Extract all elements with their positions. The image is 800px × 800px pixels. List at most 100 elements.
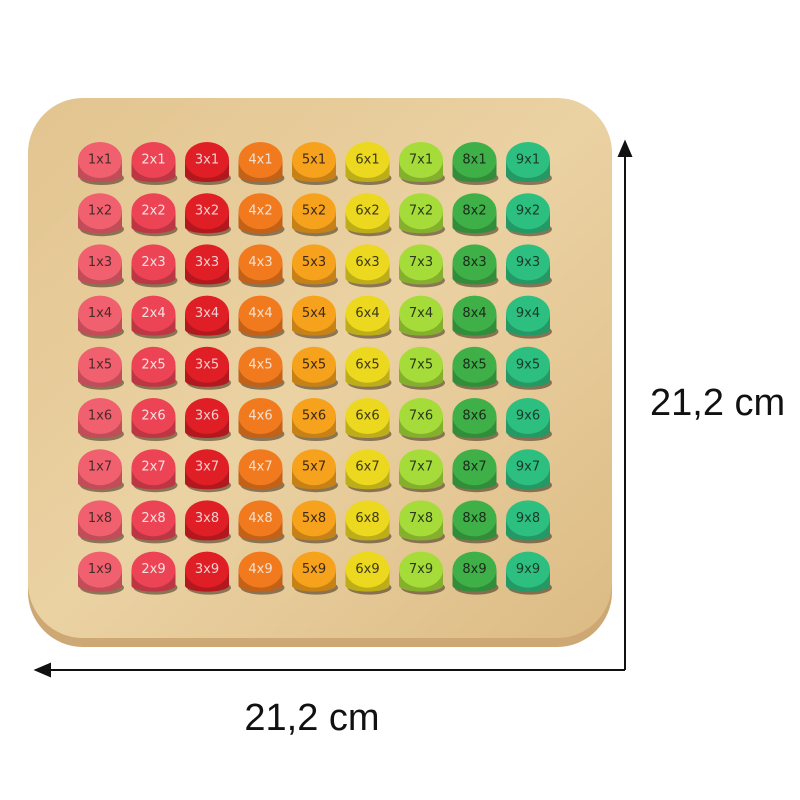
peg-top	[238, 142, 283, 178]
peg-top	[452, 244, 497, 281]
peg-top	[78, 244, 122, 281]
peg-label: 6x3	[355, 255, 379, 270]
peg-label: 9x9	[516, 562, 540, 577]
peg-label: 6x2	[355, 204, 379, 219]
peg-top	[345, 551, 390, 588]
peg-label: 8x4	[462, 306, 486, 321]
peg-label: 2x3	[141, 255, 165, 270]
peg-label: 6x7	[355, 460, 379, 475]
peg-label: 3x5	[195, 357, 219, 372]
peg-label: 4x1	[248, 153, 272, 168]
peg-top	[452, 346, 497, 383]
peg-label: 4x5	[248, 357, 272, 372]
peg-top	[238, 295, 283, 332]
peg-top	[292, 398, 336, 434]
peg-label: 3x4	[195, 306, 219, 321]
arrow-head	[617, 139, 633, 157]
peg-label: 4x2	[248, 204, 272, 219]
peg-label: 2x2	[141, 204, 165, 219]
peg-label: 8x8	[462, 511, 486, 526]
peg-label: 8x9	[462, 562, 486, 577]
peg-label: 1x2	[88, 204, 112, 219]
peg-top	[78, 193, 122, 230]
peg-top	[506, 551, 550, 588]
peg-label: 2x7	[141, 460, 165, 475]
peg-label: 7x8	[409, 511, 433, 526]
peg-label: 4x7	[248, 460, 272, 475]
peg-top	[238, 551, 283, 588]
peg-label: 9x6	[516, 409, 540, 424]
peg-label: 3x6	[195, 409, 219, 424]
peg-top	[399, 244, 443, 281]
peg-top	[292, 295, 336, 332]
peg-label: 3x8	[195, 511, 219, 526]
peg-label: 6x5	[355, 357, 379, 372]
width-label: 21,2 cm	[244, 697, 379, 739]
peg-label: 9x7	[516, 460, 540, 475]
peg-top	[238, 398, 283, 434]
peg-top	[238, 193, 283, 230]
peg-top	[399, 500, 443, 537]
arrow-head	[33, 662, 51, 678]
peg-top	[506, 295, 550, 332]
peg-top	[345, 244, 390, 281]
peg-top	[506, 193, 550, 230]
peg-label: 2x9	[141, 562, 165, 577]
peg-top	[292, 500, 336, 537]
peg-top	[185, 551, 229, 588]
peg-label: 1x8	[88, 511, 112, 526]
peg-top	[78, 295, 122, 332]
peg-top	[345, 449, 390, 486]
peg-top	[345, 295, 390, 332]
peg-label: 8x3	[462, 255, 486, 270]
peg-top	[292, 346, 336, 383]
peg-label: 5x1	[302, 153, 326, 168]
peg-top	[185, 142, 229, 178]
peg-label: 7x9	[409, 562, 433, 577]
peg-label: 6x9	[355, 562, 379, 577]
peg-label: 8x2	[462, 204, 486, 219]
peg-top	[452, 500, 497, 537]
peg-top	[345, 398, 390, 434]
peg-top	[185, 193, 229, 230]
peg-label: 7x1	[409, 153, 433, 168]
peg-label: 5x3	[302, 255, 326, 270]
peg-label: 7x7	[409, 460, 433, 475]
peg-label: 5x7	[302, 460, 326, 475]
peg-top	[238, 449, 283, 486]
peg-top	[292, 244, 336, 281]
peg-top	[345, 500, 390, 537]
peg-label: 3x3	[195, 255, 219, 270]
peg-top	[506, 244, 550, 281]
peg-top	[399, 142, 443, 178]
peg-label: 9x2	[516, 204, 540, 219]
peg-top	[452, 142, 497, 178]
peg-top	[131, 142, 176, 178]
peg-top	[506, 346, 550, 383]
peg-top	[131, 244, 176, 281]
peg-top	[345, 346, 390, 383]
peg-label: 9x1	[516, 153, 540, 168]
peg-top	[399, 551, 443, 588]
peg-top	[78, 142, 122, 178]
peg-top	[131, 551, 176, 588]
peg-top	[452, 449, 497, 486]
peg-top	[399, 346, 443, 383]
peg-label: 2x8	[141, 511, 165, 526]
peg-label: 1x6	[88, 409, 112, 424]
peg-top	[345, 142, 390, 178]
peg-top	[506, 449, 550, 486]
peg-top	[131, 295, 176, 332]
peg-label: 1x3	[88, 255, 112, 270]
peg-top	[185, 500, 229, 537]
peg-label: 4x6	[248, 409, 272, 424]
peg-top	[185, 295, 229, 332]
peg-label: 1x7	[88, 460, 112, 475]
peg-label: 6x8	[355, 511, 379, 526]
peg-top	[185, 449, 229, 486]
peg-top	[131, 449, 176, 486]
peg-top	[506, 398, 550, 434]
peg-label: 3x2	[195, 204, 219, 219]
peg-label: 6x4	[355, 306, 379, 321]
